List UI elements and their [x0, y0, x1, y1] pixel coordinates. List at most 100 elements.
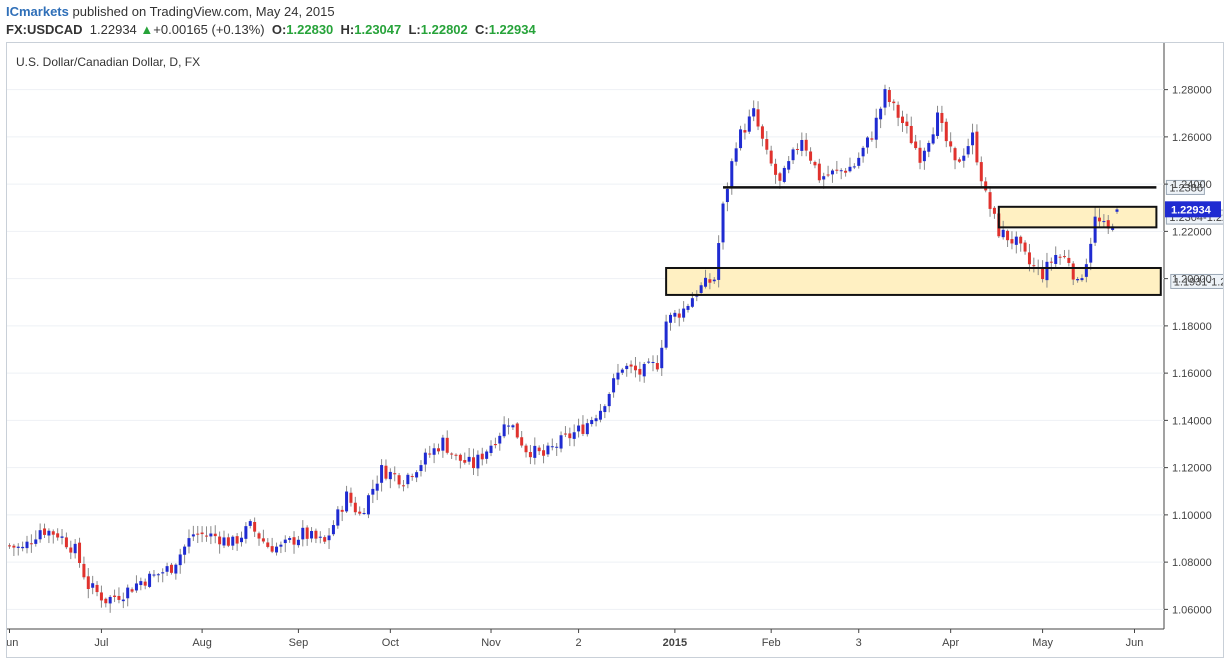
y-tick-label: 1.24000: [1172, 179, 1212, 191]
candle-body: [1001, 229, 1005, 238]
candle-body: [524, 445, 528, 453]
candle-body: [664, 321, 668, 348]
zone-box[interactable]: [665, 266, 1162, 296]
candle-body: [826, 174, 830, 176]
candle-body: [918, 147, 922, 163]
publish-info: ICmarkets published on TradingView.com, …: [6, 4, 335, 19]
candle-body: [909, 125, 913, 144]
quote-line: FX:USDCAD 1.22934 ▲+0.00165 (+0.13%) O:1…: [6, 22, 536, 37]
zone-fill: [998, 206, 1157, 228]
candle-body: [375, 483, 379, 491]
candle-body: [156, 574, 160, 576]
candle-body: [283, 539, 287, 544]
candle-body: [366, 495, 370, 515]
candle-body: [962, 155, 966, 161]
candle-body: [1027, 252, 1031, 265]
candle-body: [1049, 261, 1053, 263]
candle-body: [401, 485, 405, 487]
candle-body: [113, 595, 117, 598]
candle-body: [204, 535, 208, 537]
candle-body: [747, 116, 751, 132]
publisher-link[interactable]: ICmarkets: [6, 4, 69, 19]
candle-body: [927, 142, 931, 152]
candle-body: [480, 453, 484, 460]
x-tick-label: Jun: [7, 637, 18, 649]
candle-body: [677, 313, 681, 318]
y-tick-label: 1.20000: [1172, 274, 1212, 286]
candle-body: [940, 112, 944, 123]
candle-body: [310, 531, 314, 539]
candle-body: [279, 544, 283, 547]
candle-body: [485, 451, 489, 459]
chart-frame[interactable]: 1.2304-1.22171.1931-1.20451.2386 1.28000…: [6, 42, 1224, 658]
candle-body: [944, 121, 948, 142]
candle-body: [301, 527, 305, 540]
candle-body: [476, 454, 480, 469]
candle-body: [218, 536, 222, 545]
candle-body: [817, 163, 821, 181]
publish-date: published on TradingView.com, May 24, 20…: [68, 4, 335, 19]
candle-body: [1032, 265, 1036, 267]
last-price-label: 1.22934: [1171, 204, 1212, 216]
y-tick-label: 1.06000: [1172, 604, 1212, 616]
candle-body: [384, 465, 388, 479]
candle-body: [953, 148, 957, 161]
y-tick-label: 1.12000: [1172, 463, 1212, 475]
candlestick-chart[interactable]: 1.2304-1.22171.1931-1.20451.2386 1.28000…: [7, 43, 1223, 657]
candle-body: [270, 546, 274, 552]
candle-body: [992, 207, 996, 214]
candle-body: [1093, 216, 1097, 243]
candle-body: [844, 170, 848, 173]
x-tick-label: Jul: [94, 637, 108, 649]
x-tick-label: Jun: [1126, 637, 1144, 649]
candle-body: [419, 465, 423, 472]
candle-body: [874, 117, 878, 140]
zone-box[interactable]: [997, 205, 1158, 229]
candle-body: [865, 137, 869, 148]
candle-body: [791, 149, 795, 161]
candle-body: [498, 435, 502, 444]
candle-body: [896, 104, 900, 118]
candle-body: [126, 587, 130, 599]
candle-body: [686, 305, 690, 310]
candle-body: [406, 474, 410, 485]
candle-body: [327, 535, 331, 541]
close-value: 1.22934: [488, 22, 536, 37]
candle-body: [169, 564, 173, 573]
candle-body: [305, 527, 309, 539]
candle-body: [25, 541, 29, 549]
candle-body: [12, 545, 16, 548]
candle-body: [572, 432, 576, 439]
candle-body: [769, 150, 773, 164]
candle-body: [1084, 264, 1088, 277]
candle-body: [489, 445, 493, 453]
candle-body: [655, 363, 659, 370]
x-tick-label: 2015: [663, 637, 687, 649]
candle-body: [1097, 217, 1101, 222]
candle-body: [248, 521, 252, 526]
candle-body: [56, 533, 60, 538]
candle-body: [515, 423, 519, 438]
candle-body: [607, 393, 611, 407]
candle-body: [43, 528, 47, 535]
candle-body: [257, 533, 261, 539]
candle-body: [331, 525, 335, 535]
candle-body: [1071, 263, 1075, 280]
candle-body: [222, 537, 226, 546]
candle-body: [73, 543, 77, 554]
candle-body: [415, 472, 419, 478]
candle-body: [765, 139, 769, 150]
candle-body: [323, 537, 327, 542]
y-tick-label: 1.22000: [1172, 226, 1212, 238]
candle-body: [502, 424, 506, 437]
y-tick-label: 1.10000: [1172, 510, 1212, 522]
candle-body: [848, 166, 852, 172]
candle-body: [598, 410, 602, 420]
candle-body: [752, 108, 756, 117]
price-change: +0.00165 (+0.13%): [153, 22, 265, 37]
candle-body: [585, 423, 589, 435]
candle-body: [743, 130, 747, 133]
resistance-label-box: [1165, 179, 1205, 195]
candle-body: [183, 546, 187, 555]
candle-body: [244, 526, 248, 539]
